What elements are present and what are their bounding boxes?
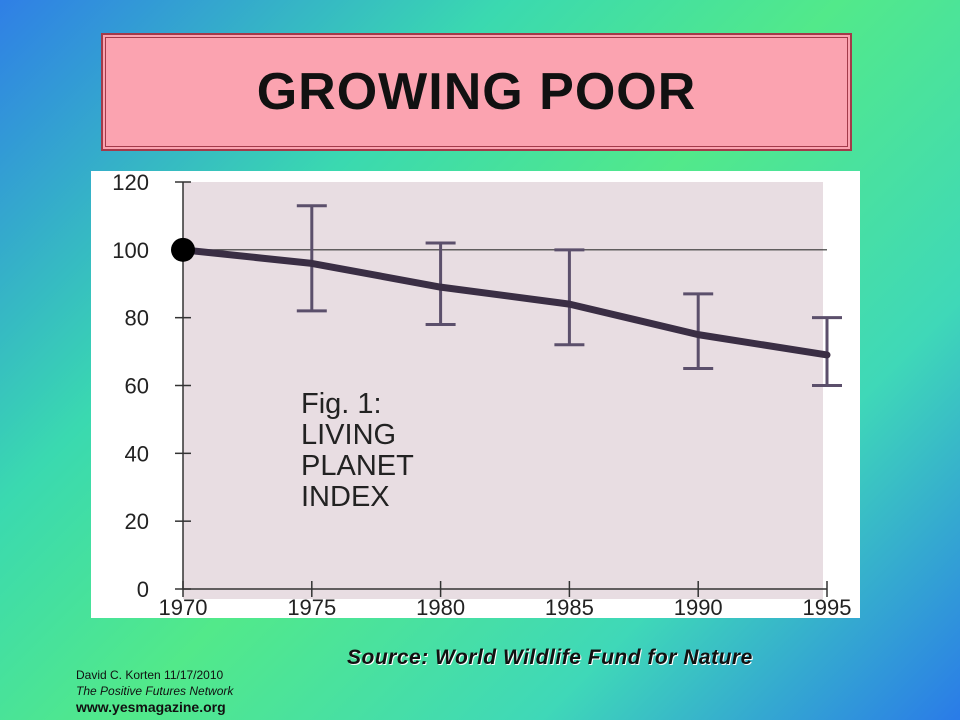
annotation-line: LIVING (301, 419, 396, 451)
living-planet-index-chart: 0 20 40 60 80 100 120 1970 1975 1980 1985 1990 1995… (112, 171, 852, 618)
footer-author: David C. Korten 11/17/2010 (76, 668, 224, 682)
start-marker (171, 237, 195, 262)
title-banner: GROWING POOR (101, 33, 852, 151)
footer: David C. Korten 11/17/2010 The Positive … (76, 667, 233, 715)
plot-background (183, 182, 823, 599)
annotation-line: INDEX (301, 481, 390, 513)
footer-url[interactable]: www.yesmagazine.org (76, 699, 226, 715)
y-tick-label: 60 (125, 374, 149, 399)
series-line (179, 246, 831, 359)
x-tick-label: 1980 (416, 595, 465, 618)
y-tick-label: 40 (125, 441, 149, 466)
error-bars (296, 204, 842, 387)
annotation-line: PLANET (301, 450, 414, 482)
y-tick-label: 80 (125, 306, 149, 331)
y-axis-ticks: 0 20 40 60 80 100 120 (112, 171, 191, 602)
x-tick-label: 1990 (674, 595, 723, 618)
y-tick-label: 100 (112, 238, 149, 263)
x-tick-label: 1995 (803, 595, 852, 618)
y-tick-label: 0 (137, 577, 149, 602)
footer-organization: The Positive Futures Network (76, 684, 234, 698)
y-tick-label: 120 (112, 171, 149, 195)
x-tick-label: 1985 (545, 595, 594, 618)
slide-title: GROWING POOR (256, 63, 697, 121)
x-tick-label: 1970 (159, 595, 208, 618)
chart-panel: 0 20 40 60 80 100 120 1970 1975 1980 1985 1990 1995… (91, 171, 860, 618)
x-axis-ticks: 1970 1975 1980 1985 1990 1995 (159, 581, 852, 618)
source-caption: Source: World Wildlife Fund for Nature (347, 646, 753, 669)
x-tick-label: 1975 (287, 595, 336, 618)
annotation-line: Fig. 1: (301, 388, 382, 420)
y-tick-label: 20 (125, 509, 149, 534)
